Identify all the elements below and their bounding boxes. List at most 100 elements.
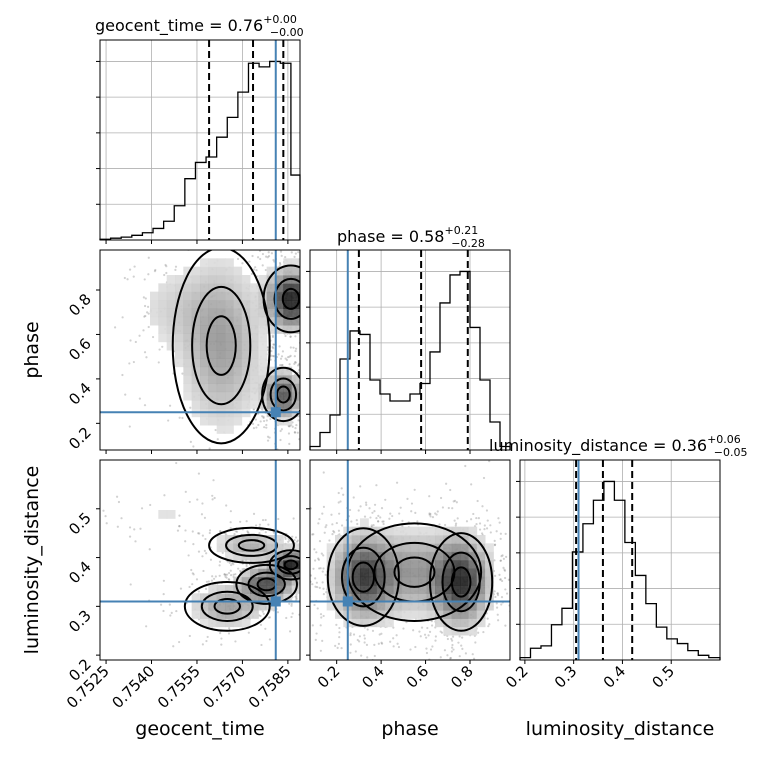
sample-point [227, 578, 230, 581]
sample-point [378, 633, 381, 636]
density-cell [216, 543, 226, 553]
sample-point [339, 500, 342, 503]
density-cell [435, 535, 444, 544]
density-cell [216, 535, 226, 544]
sample-point [293, 431, 297, 434]
sample-point [316, 607, 319, 610]
sample-point [105, 522, 108, 525]
sample-point [315, 399, 317, 401]
sample-point [499, 559, 502, 562]
density-cell [250, 568, 259, 578]
sample-point [303, 578, 305, 580]
density-cell [443, 526, 453, 536]
sample-point [295, 595, 298, 598]
density-cell [283, 366, 293, 376]
density-cell [385, 560, 394, 569]
sample-point [191, 530, 194, 533]
density-cell [225, 358, 234, 368]
sample-point [261, 518, 265, 522]
density-cell [258, 366, 268, 376]
sample-point [301, 288, 303, 290]
sample-point [504, 624, 507, 627]
density-cell [200, 300, 209, 309]
sample-point [220, 643, 223, 646]
sample-point [493, 539, 496, 542]
sample-point [310, 577, 312, 579]
sample-point [507, 578, 510, 581]
x-tick-label: 0.7585 [245, 662, 295, 712]
sample-point [440, 631, 444, 634]
sample-point [319, 624, 322, 627]
sample-point [218, 560, 222, 563]
sample-point [307, 410, 309, 412]
sample-point [429, 515, 432, 518]
sample-point [352, 633, 356, 636]
density-cell [291, 560, 300, 569]
sample-point [338, 636, 341, 639]
sample-point [178, 416, 181, 419]
sample-point [338, 512, 341, 515]
density-cell [175, 275, 184, 284]
density-cell [233, 593, 243, 603]
2d-panel-luminosity_distance-vs-geocent_time: 0.75250.75400.75550.75700.75850.20.30.40… [63, 459, 317, 712]
sample-point [266, 435, 270, 438]
sample-point [188, 226, 190, 228]
sample-point [290, 604, 293, 607]
sample-point [479, 666, 481, 668]
sample-point [370, 524, 373, 527]
density-cell [241, 391, 251, 401]
x-tick-label: 0.5 [648, 662, 678, 692]
density-cell [225, 291, 234, 301]
sample-point [302, 560, 304, 562]
density-cell [241, 291, 251, 301]
sample-point [303, 271, 305, 273]
density-cell [360, 518, 369, 528]
sample-point [254, 524, 258, 527]
title-phase: phase = 0.58+0.21 −0.28 [337, 224, 485, 250]
sample-point [302, 297, 304, 299]
sample-point [500, 555, 503, 558]
hist-panel-luminosity_distance: 0.2 0.3 0.4 0.5 [502, 459, 721, 692]
density-cell [250, 391, 259, 401]
sample-point [300, 577, 302, 579]
density-cell [233, 610, 243, 619]
sample-point [143, 404, 147, 407]
sample-point [304, 536, 306, 538]
density-cell [335, 601, 344, 611]
sample-point [381, 520, 384, 523]
density-cell [418, 593, 428, 603]
density-cell [393, 535, 403, 544]
sample-point [128, 535, 132, 538]
sample-point [231, 477, 233, 479]
density-cell [233, 333, 243, 343]
density-cell [158, 333, 168, 343]
density-cell [351, 593, 361, 603]
sample-point [174, 268, 177, 271]
sample-point [301, 572, 303, 574]
density-cell [351, 526, 361, 536]
x-tick-label: 0.6 [403, 662, 433, 692]
sample-point [252, 427, 256, 430]
sample-point [314, 545, 316, 547]
panel-frame [99, 459, 301, 661]
sample-point [315, 565, 317, 567]
sample-point [259, 257, 262, 261]
density-cell [191, 316, 201, 326]
density-cell [233, 358, 243, 368]
sample-point [252, 268, 256, 271]
sample-point [302, 396, 304, 398]
sample-point [503, 576, 507, 580]
density-cell [250, 366, 259, 376]
sample-point [259, 614, 262, 618]
sample-point [165, 265, 168, 268]
sample-point [460, 644, 463, 647]
sample-point [327, 257, 329, 259]
sample-point [401, 519, 404, 523]
sample-point [414, 645, 417, 649]
sample-point [319, 613, 323, 616]
density-cell [241, 366, 251, 376]
sample-point [371, 629, 375, 632]
density-cell [191, 300, 201, 309]
sample-point [205, 127, 207, 129]
sample-point [295, 424, 298, 427]
